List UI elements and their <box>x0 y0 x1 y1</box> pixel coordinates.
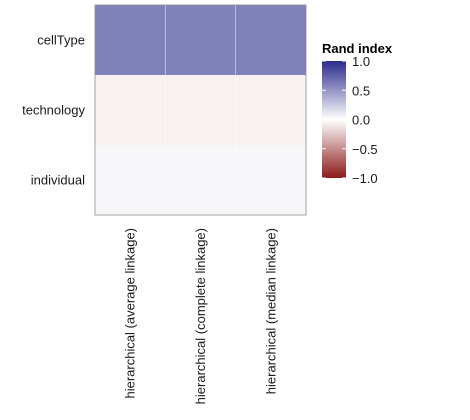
heatmap-cell <box>165 145 236 215</box>
x-axis-labels: hierarchical (average linkage) hierarchic… <box>123 228 279 404</box>
x-tick-label: hierarchical (median linkage) <box>263 228 278 394</box>
y-axis-labels: cellType technology individual <box>22 33 85 188</box>
y-tick-label: cellType <box>37 33 85 48</box>
panel-border <box>94 4 307 216</box>
heatmap-panel <box>94 4 307 216</box>
heatmap-cell <box>95 75 166 145</box>
x-tick-label: hierarchical (average linkage) <box>123 228 138 399</box>
legend-tick-label: 1.0 <box>352 54 370 69</box>
legend-tick-label: 0.0 <box>352 113 370 128</box>
y-tick-label: individual <box>31 173 85 188</box>
color-legend: Rand index 1.0 0.5 0.0 −0.5 −1.0 <box>322 41 393 186</box>
heatmap-cell <box>165 5 236 75</box>
y-tick-label: technology <box>22 103 85 118</box>
heatmap-cell <box>235 5 306 75</box>
legend-tick-label: 0.5 <box>352 83 370 98</box>
heatmap-cell <box>95 5 166 75</box>
legend-title: Rand index <box>322 41 393 56</box>
heatmap-cell <box>95 145 166 215</box>
x-tick-label: hierarchical (complete linkage) <box>193 228 208 404</box>
heatmap-cell <box>235 75 306 145</box>
heatmap-cell <box>165 75 236 145</box>
legend-tick-label: −0.5 <box>352 142 378 157</box>
heatmap-cell <box>235 145 306 215</box>
legend-tick-label: −1.0 <box>352 171 378 186</box>
